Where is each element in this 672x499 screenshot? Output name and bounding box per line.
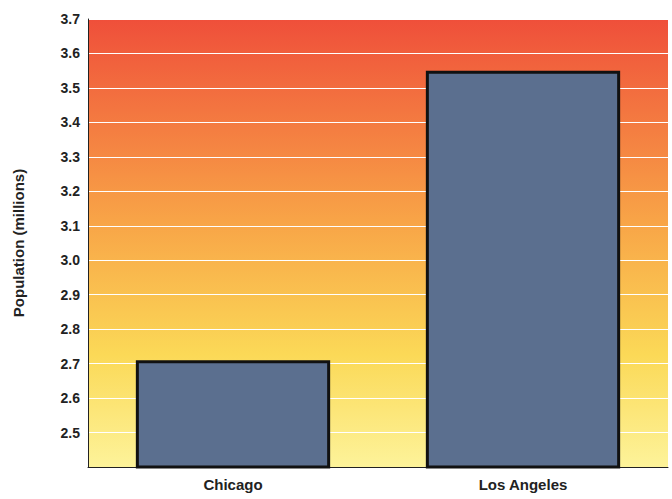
svg-text:2.7: 2.7 bbox=[61, 356, 81, 372]
svg-text:3.1: 3.1 bbox=[61, 218, 81, 234]
svg-text:Los Angeles: Los Angeles bbox=[479, 476, 568, 493]
svg-text:2.5: 2.5 bbox=[61, 425, 81, 441]
svg-text:3.5: 3.5 bbox=[61, 80, 81, 96]
svg-text:Chicago: Chicago bbox=[203, 476, 262, 493]
svg-text:Population (millions): Population (millions) bbox=[10, 169, 27, 317]
svg-text:2.9: 2.9 bbox=[61, 287, 81, 303]
svg-text:3.7: 3.7 bbox=[61, 11, 81, 27]
svg-text:2.6: 2.6 bbox=[61, 390, 81, 406]
svg-text:2.8: 2.8 bbox=[61, 321, 81, 337]
svg-text:3.2: 3.2 bbox=[61, 183, 81, 199]
svg-text:3.6: 3.6 bbox=[61, 45, 81, 61]
svg-text:3.4: 3.4 bbox=[61, 114, 81, 130]
svg-text:3.3: 3.3 bbox=[61, 149, 81, 165]
svg-text:3.0: 3.0 bbox=[61, 252, 81, 268]
